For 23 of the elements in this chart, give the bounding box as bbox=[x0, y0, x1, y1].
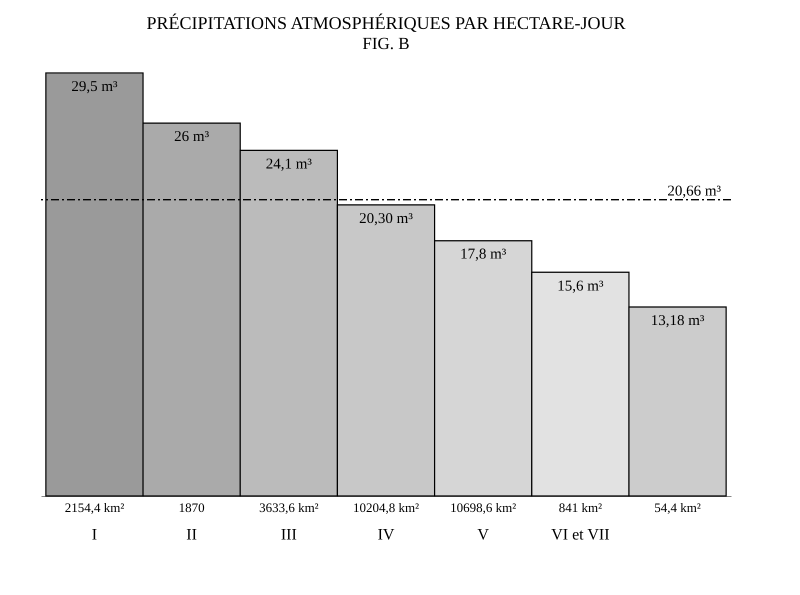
data-label: 29,5 m³ bbox=[71, 78, 118, 95]
ref-line-label: 20,66 m³ bbox=[667, 184, 722, 200]
x-tick-label: I bbox=[92, 526, 98, 544]
text: 1870 bbox=[178, 500, 205, 515]
data-label: 17,8 m³ bbox=[460, 246, 507, 263]
text: 54,4 km² bbox=[654, 500, 701, 515]
text: 3633,6 km² bbox=[259, 500, 319, 515]
x-tick-label: VI et VII bbox=[551, 526, 610, 544]
data-label: 26 m³ bbox=[174, 129, 210, 146]
chart-subtitle: FIG. B bbox=[362, 34, 410, 53]
text: 2154,4 km² bbox=[64, 500, 124, 515]
chart-title: PRÉCIPITATIONS ATMOSPHÉRIQUES PAR HECTARE-JOUR bbox=[146, 13, 626, 33]
x-tick-label: III bbox=[280, 526, 297, 544]
text: 10204,8 km² bbox=[352, 500, 420, 515]
data-label: 15,6 m³ bbox=[557, 278, 604, 294]
data-label: 20,30 m³ bbox=[359, 210, 414, 227]
text: 10698,6 km² bbox=[450, 500, 516, 515]
data-label: 24,1 m³ bbox=[266, 156, 312, 172]
text: 841 km² bbox=[558, 500, 602, 515]
x-tick-label: II bbox=[186, 526, 197, 544]
data-label: 13,18 m³ bbox=[650, 312, 705, 329]
x-tick-label: V bbox=[477, 526, 490, 544]
x-tick-label: IV bbox=[378, 526, 395, 544]
